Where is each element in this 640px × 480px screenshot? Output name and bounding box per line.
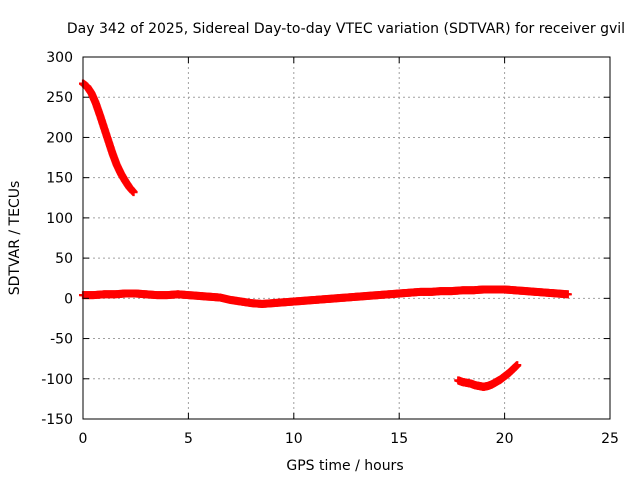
y-tick-label: 100 xyxy=(46,211,73,227)
plot-frame xyxy=(82,56,611,420)
chart-title: Day 342 of 2025, Sidereal Day-to-day VTE… xyxy=(67,21,625,37)
data-point xyxy=(563,290,572,299)
y-tick-label: 250 xyxy=(46,90,73,106)
data-point xyxy=(513,361,522,370)
x-tick-label: 25 xyxy=(601,431,619,447)
y-tick-label: -100 xyxy=(41,372,73,388)
series-segment-3 xyxy=(454,361,522,391)
series-segment-1 xyxy=(79,79,138,197)
series-segment-2 xyxy=(79,285,572,308)
y-tick-label: 50 xyxy=(55,251,73,267)
y-tick-label: -50 xyxy=(50,332,73,348)
grid xyxy=(83,57,610,419)
data-point xyxy=(129,188,138,197)
x-tick-label: 10 xyxy=(285,431,303,447)
y-tick-label: 0 xyxy=(64,291,73,307)
x-tick-labels: 0 5 10 15 20 25 xyxy=(79,431,619,447)
y-tick-label: 200 xyxy=(46,130,73,146)
tick-marks xyxy=(82,56,611,420)
y-tick-label: 300 xyxy=(46,50,73,66)
data-points xyxy=(79,79,572,391)
x-tick-label: 0 xyxy=(79,431,88,447)
y-tick-labels: -150 -100 -50 0 50 100 150 200 250 300 xyxy=(41,50,73,428)
x-tick-label: 5 xyxy=(184,431,193,447)
x-tick-label: 15 xyxy=(390,431,408,447)
x-axis-title: GPS time / hours xyxy=(286,458,403,474)
y-tick-label: -150 xyxy=(41,412,73,428)
y-axis-title: SDTVAR / TECUs xyxy=(7,181,23,296)
y-tick-label: 150 xyxy=(46,171,73,187)
x-tick-label: 20 xyxy=(496,431,514,447)
